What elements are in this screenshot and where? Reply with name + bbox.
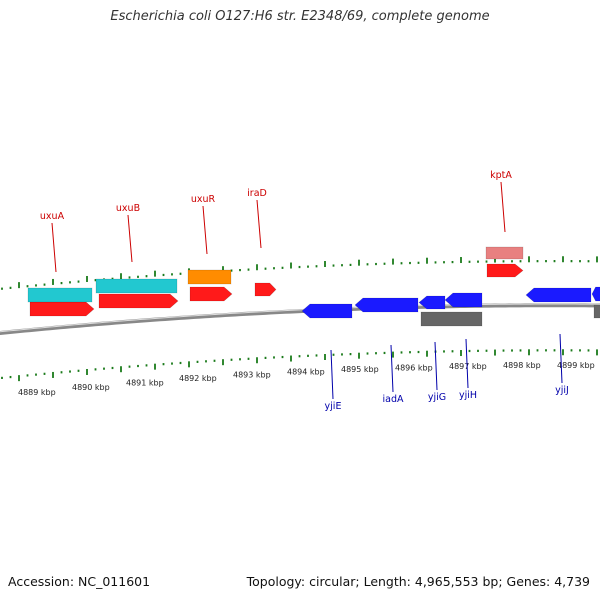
gene-label-yjiH[interactable]: yjiH [459, 390, 477, 401]
label-leader-line [500, 181, 506, 233]
kbp-label: 4891 kbp [126, 378, 164, 387]
kbp-label: 4896 kbp [395, 363, 433, 372]
gene-label-yjiE[interactable]: yjiE [325, 401, 342, 412]
label-leader-line [434, 341, 438, 391]
label-leader-line [202, 205, 208, 255]
label-leader-line [256, 199, 262, 249]
gene-label-iadA[interactable]: iadA [383, 394, 404, 405]
genome-backbone [0, 303, 600, 336]
cds-feature-uxuA[interactable] [27, 287, 93, 303]
misc-feature-kptA[interactable] [485, 246, 524, 260]
kbp-label: 4899 kbp [557, 361, 595, 370]
kbp-label: 4894 kbp [287, 368, 325, 377]
kbp-label: 4892 kbp [179, 374, 217, 383]
kbp-label: 4895 kbp [341, 365, 379, 374]
cds-feature-uxuB[interactable] [95, 278, 178, 294]
cds-feature-uxuR[interactable] [187, 269, 232, 285]
labels: 4889 kbp 4890 kbp 4891 kbp 4892 kbp 4893 kbp… [18, 170, 595, 412]
gene-iadA-arrow[interactable] [354, 297, 419, 313]
gene-label-yjiG[interactable]: yjiG [428, 392, 446, 403]
kbp-label: 4897 kbp [449, 362, 487, 371]
gene-label-uxuB[interactable]: uxuB [116, 203, 140, 214]
genome-summary: Topology: circular; Length: 4,965,553 bp… [246, 574, 590, 589]
kbp-label: 4893 kbp [233, 371, 271, 380]
kbp-label: 4890 kbp [72, 383, 110, 392]
gene-iraD-arrow[interactable] [254, 282, 277, 297]
label-leader-line [330, 349, 334, 400]
label-leader-line [465, 338, 469, 389]
map-title: Escherichia coli O127:H6 str. E2348/69, … [110, 9, 490, 24]
kbp-label: 4898 kbp [503, 361, 541, 370]
label-leader-line [559, 333, 563, 384]
genome-backbone-line [0, 303, 600, 336]
label-leader-line [51, 222, 57, 273]
label-leader-line [390, 344, 394, 393]
gene-label-uxuA[interactable]: uxuA [40, 211, 65, 222]
gene-partial-arrow[interactable] [591, 286, 600, 302]
gene-label-yjiJ[interactable]: yjiJ [555, 385, 569, 396]
kbp-label: 4889 kbp [18, 388, 56, 397]
accession-text: Accession: NC_011601 [8, 574, 151, 589]
gene-yjiJ-arrow[interactable] [525, 287, 592, 303]
gene-yjiE-arrow[interactable] [301, 303, 353, 319]
misc-feature-yjiG-yjiH[interactable] [420, 311, 483, 327]
misc-feature-partial[interactable] [593, 304, 600, 319]
gene-label-uxuR[interactable]: uxuR [191, 194, 216, 205]
gene-features [27, 246, 600, 327]
gene-uxuB-arrow[interactable] [98, 293, 179, 309]
gene-label-iraD[interactable]: iraD [247, 188, 267, 199]
genome-backbone-highlight [0, 303, 600, 333]
tick-marks [1, 256, 598, 382]
gene-uxuR-arrow[interactable] [189, 286, 233, 302]
gene-label-kptA[interactable]: kptA [490, 170, 512, 181]
gene-kptA-arrow[interactable] [486, 263, 524, 278]
gene-yjiG-arrow[interactable] [418, 295, 446, 310]
gene-uxuA-arrow[interactable] [29, 301, 95, 317]
label-leader-line [127, 214, 133, 263]
gene-yjiH-arrow[interactable] [444, 292, 483, 308]
